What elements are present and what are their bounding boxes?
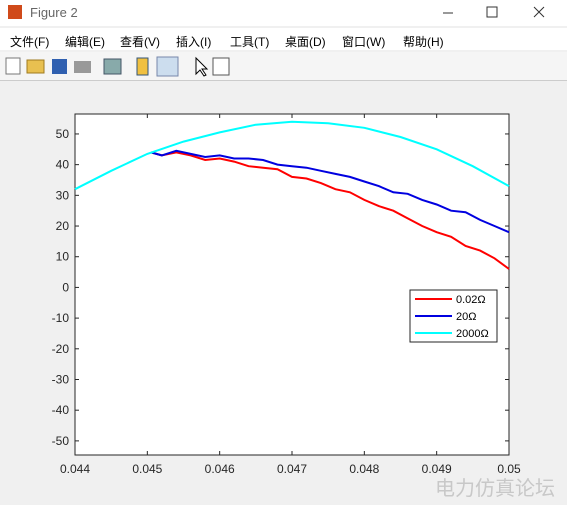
- menu-item[interactable]: 工具(T): [230, 35, 270, 49]
- x-tick-label: 0.047: [277, 462, 307, 476]
- y-tick-label: 10: [56, 250, 70, 264]
- link-icon[interactable]: [103, 58, 122, 75]
- menu-item[interactable]: 桌面(D): [285, 35, 326, 49]
- legend-label: 2000Ω: [456, 328, 489, 340]
- legend-icon[interactable]: [156, 56, 179, 77]
- y-tick-label: -20: [52, 342, 70, 356]
- x-tick-label: 0.049: [422, 462, 452, 476]
- x-tick-label: 0.048: [349, 462, 379, 476]
- figure-canvas: 电力仿真论坛 -50 -40 -30 -20 -10 0 10 20 30 40 50 0.044 0.…: [52, 113, 555, 500]
- menu-item[interactable]: 编辑(E): [65, 35, 105, 49]
- app-icon: [8, 5, 22, 19]
- menu-item[interactable]: 窗口(W): [342, 35, 386, 49]
- y-tick-label: 30: [56, 188, 70, 202]
- series-line: [74, 120, 510, 191]
- x-tick-label: 0.044: [60, 462, 90, 476]
- y-tick-label: -10: [52, 311, 70, 325]
- y-tick-label: 40: [56, 158, 70, 172]
- y-tick-label: -40: [52, 403, 70, 417]
- x-tick-label: 0.045: [132, 462, 162, 476]
- menu-bar: 文件(F) 编辑(E) 查看(V) 插入(I) 工具(T) 桌面(D) 窗口(W) 帮助(H): [0, 28, 567, 50]
- close-button[interactable]: [533, 6, 545, 18]
- y-tick-label: -30: [52, 372, 70, 386]
- menu-item[interactable]: 文件(F): [10, 35, 50, 49]
- y-tick-label: -50: [52, 434, 70, 448]
- watermark: 电力仿真论坛: [435, 476, 555, 500]
- plot-area: [74, 113, 510, 456]
- y-tick-label: 50: [56, 127, 70, 141]
- print-icon[interactable]: [74, 61, 91, 73]
- x-tick-label: 0.046: [205, 462, 235, 476]
- y-tick-label: 0: [62, 280, 69, 294]
- legend-label: 0.02Ω: [456, 294, 486, 306]
- y-tick-label: 20: [56, 219, 70, 233]
- toolbar-icons: [5, 56, 230, 77]
- save-icon[interactable]: [52, 59, 67, 74]
- title-bar-graphics: Figure 2: [8, 5, 545, 20]
- x-tick-label: 0.05: [497, 462, 521, 476]
- pointer-icon[interactable]: [195, 56, 209, 77]
- maximize-button[interactable]: [486, 6, 498, 18]
- new-icon[interactable]: [5, 57, 21, 75]
- series-line: [150, 151, 510, 270]
- menu-item[interactable]: 查看(V): [120, 35, 160, 49]
- open-icon[interactable]: [26, 59, 45, 74]
- series-line: [150, 149, 510, 234]
- menu-item[interactable]: 插入(I): [176, 35, 212, 49]
- title-bar: Figure 2: [0, 0, 567, 26]
- menu-item[interactable]: 帮助(H): [403, 35, 444, 49]
- colorbar-icon[interactable]: [136, 57, 149, 76]
- property-icon[interactable]: [212, 57, 230, 76]
- toolbar: [0, 52, 567, 81]
- legend-label: 20Ω: [456, 311, 476, 323]
- window-title: Figure 2: [30, 5, 78, 20]
